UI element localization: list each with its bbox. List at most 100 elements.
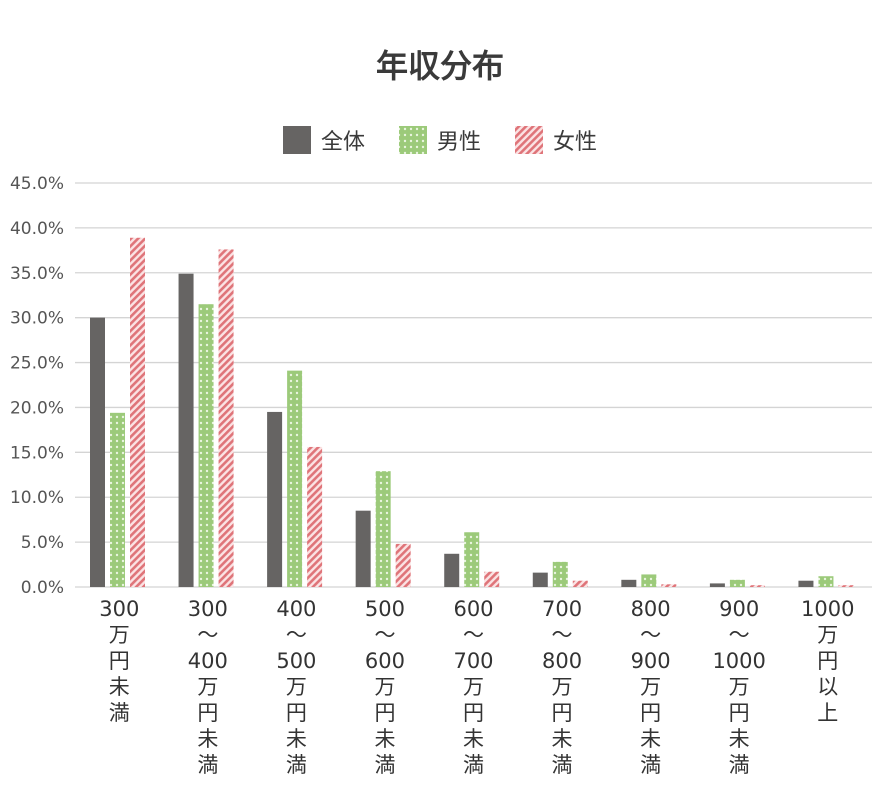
x-tick-label-line: 400 bbox=[276, 597, 316, 621]
legend-swatch bbox=[515, 126, 543, 154]
x-tick-label-line: 満 bbox=[197, 753, 218, 777]
x-tick-label-line: 〜 bbox=[640, 623, 661, 647]
x-tick-label-line: 500 bbox=[276, 649, 316, 673]
x-tick-label-line: 〜 bbox=[729, 623, 750, 647]
y-tick-label: 35.0% bbox=[10, 264, 64, 284]
x-tick-label-line: 〜 bbox=[374, 623, 395, 647]
x-tick-label-line: 800 bbox=[542, 649, 582, 673]
bar-女性 bbox=[572, 580, 588, 587]
bar-全体 bbox=[621, 579, 637, 587]
legend-swatch bbox=[399, 126, 427, 154]
x-tick-label-line: 700 bbox=[542, 597, 582, 621]
bar-女性 bbox=[307, 446, 323, 587]
x-tick-label-line: 満 bbox=[640, 753, 661, 777]
x-tick-label-line: 未 bbox=[286, 727, 307, 751]
x-tick-label-line: 未 bbox=[463, 727, 484, 751]
x-tick-label-line: 500 bbox=[365, 597, 405, 621]
x-tick-label-line: 満 bbox=[552, 753, 573, 777]
x-tick-label-line: 万 bbox=[109, 623, 130, 647]
bar-女性 bbox=[749, 585, 765, 587]
x-tick-label-line: 未 bbox=[374, 727, 395, 751]
x-tick-label-line: 満 bbox=[463, 753, 484, 777]
bar-女性 bbox=[661, 584, 677, 587]
x-tick-label-line: 万 bbox=[729, 675, 750, 699]
x-tick-label-line: 円 bbox=[286, 701, 307, 725]
bar-全体 bbox=[355, 510, 371, 587]
bar-全体 bbox=[532, 572, 548, 587]
y-tick-label: 25.0% bbox=[10, 354, 64, 374]
x-tick-label-line: 未 bbox=[640, 727, 661, 751]
legend-label: 男性 bbox=[437, 130, 481, 155]
x-tick-label-line: 未 bbox=[197, 727, 218, 751]
x-tick-label-line: 円 bbox=[552, 701, 573, 725]
x-tick-label-line: 600 bbox=[365, 649, 405, 673]
legend-label: 女性 bbox=[553, 130, 597, 155]
bar-全体 bbox=[709, 583, 725, 587]
x-axis-labels: 300万円未満300〜400万円未満400〜500万円未満500〜600万円未満… bbox=[99, 597, 854, 777]
x-tick-label-line: 万 bbox=[286, 675, 307, 699]
bar-男性 bbox=[818, 576, 834, 587]
x-tick-label-line: 400 bbox=[188, 649, 228, 673]
y-tick-label: 20.0% bbox=[10, 398, 64, 418]
bar-男性 bbox=[464, 532, 480, 587]
bar-全体 bbox=[90, 317, 105, 587]
y-tick-label: 30.0% bbox=[10, 309, 64, 329]
x-tick-label-line: 満 bbox=[109, 701, 130, 725]
x-tick-label-line: 1000 bbox=[712, 649, 765, 673]
bar-女性 bbox=[218, 249, 234, 588]
x-tick-label-line: 〜 bbox=[552, 623, 573, 647]
x-tick-label-line: 万 bbox=[552, 675, 573, 699]
bar-全体 bbox=[444, 553, 460, 587]
x-tick-label-line: 700 bbox=[453, 649, 493, 673]
x-tick-label-line: 円 bbox=[640, 701, 661, 725]
bar-男性 bbox=[110, 412, 125, 587]
x-tick-label-line: 万 bbox=[640, 675, 661, 699]
x-tick-label-line: 未 bbox=[109, 675, 130, 699]
x-tick-label-line: 600 bbox=[453, 597, 493, 621]
bar-男性 bbox=[375, 471, 391, 587]
bar-女性 bbox=[484, 571, 500, 587]
x-tick-label-line: 未 bbox=[552, 727, 573, 751]
x-tick-label-line: 円 bbox=[463, 701, 484, 725]
x-tick-label-line: 万 bbox=[817, 623, 838, 647]
x-tick-label-line: 上 bbox=[817, 701, 838, 725]
x-tick-label-line: 万 bbox=[463, 675, 484, 699]
x-tick-label-line: 1000 bbox=[801, 597, 854, 621]
legend-label: 全体 bbox=[321, 130, 365, 155]
x-tick-label-line: 円 bbox=[109, 649, 130, 673]
bar-全体 bbox=[267, 411, 283, 587]
bar-男性 bbox=[641, 574, 657, 587]
x-tick-label-line: 900 bbox=[631, 649, 671, 673]
x-tick-label-line: 円 bbox=[197, 701, 218, 725]
y-tick-label: 5.0% bbox=[21, 533, 64, 553]
y-axis-ticks: 0.0% 5.0% 10.0% 15.0% 20.0% 25.0% 30.0% 35.0% 40… bbox=[10, 174, 64, 598]
x-tick-label-line: 未 bbox=[729, 727, 750, 751]
bar-男性 bbox=[198, 304, 214, 587]
x-tick-label-line: 万 bbox=[197, 675, 218, 699]
x-tick-label-line: 満 bbox=[286, 753, 307, 777]
bar-男性 bbox=[287, 370, 303, 587]
gridlines bbox=[75, 182, 872, 588]
bar-全体 bbox=[178, 273, 194, 587]
x-tick-label-line: 円 bbox=[817, 649, 838, 673]
legend: 全体 男性 女性 bbox=[283, 126, 597, 155]
x-tick-label-line: 800 bbox=[631, 597, 671, 621]
legend-swatch bbox=[283, 126, 311, 154]
x-tick-label-line: 300 bbox=[99, 597, 139, 621]
bar-女性 bbox=[838, 585, 854, 587]
x-tick-label-line: 円 bbox=[729, 701, 750, 725]
chart-title: 年収分布 bbox=[376, 47, 504, 85]
bar-男性 bbox=[729, 579, 745, 587]
x-tick-label-line: 満 bbox=[729, 753, 750, 777]
bar-女性 bbox=[130, 237, 145, 587]
y-tick-label: 0.0% bbox=[21, 578, 64, 598]
